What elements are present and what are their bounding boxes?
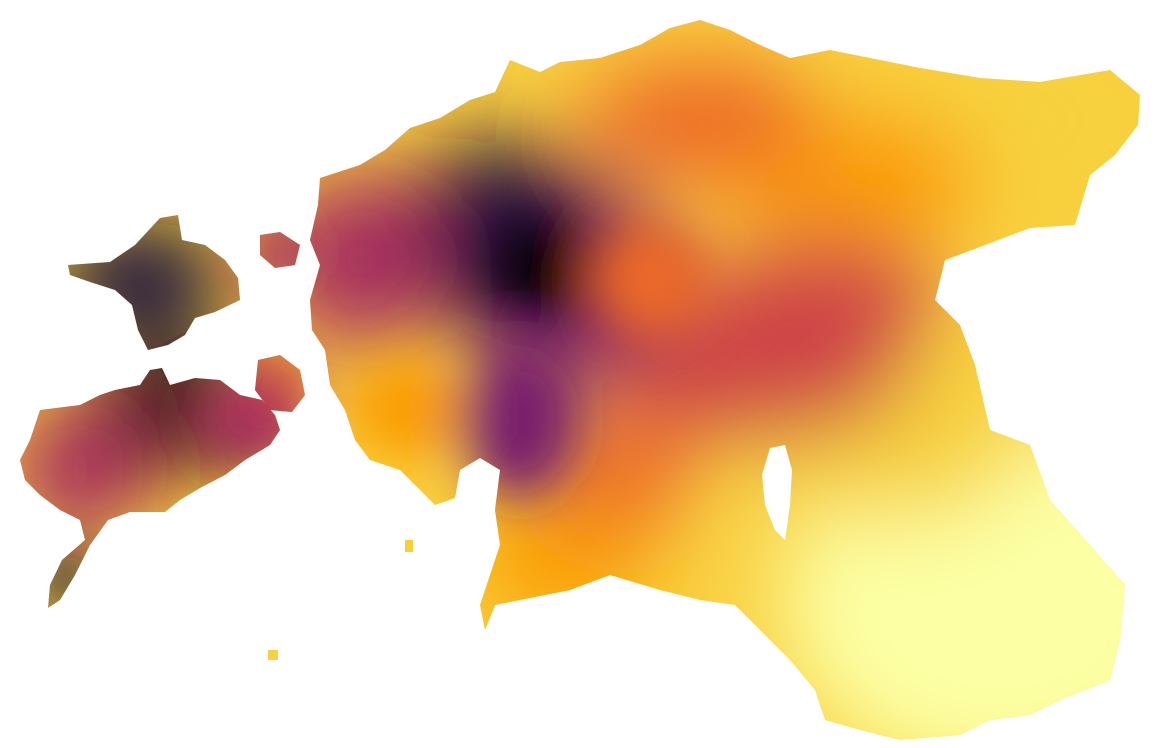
heat-blob-north-central (580, 60, 820, 180)
heat-blob-muhu (250, 350, 310, 410)
heat-blob-west-coast (280, 170, 440, 350)
heat-blob-central-core (495, 225, 585, 315)
heat-blob-central-orange (590, 220, 710, 340)
heat-blob-south-mid (550, 410, 690, 530)
heat-blob-vormsi (250, 220, 310, 280)
heat-blob-hiiumaa (50, 220, 230, 340)
heat-blob-saaremaa-west (20, 400, 150, 540)
lakes (762, 445, 792, 540)
heat-blob-pärnu-north (460, 340, 580, 500)
lake-vortsjarv (762, 445, 792, 540)
heat-blob-central-east-2 (700, 240, 940, 360)
heat-blob-south-west-coast (350, 360, 470, 460)
heat-blob-sorve (35, 550, 95, 610)
